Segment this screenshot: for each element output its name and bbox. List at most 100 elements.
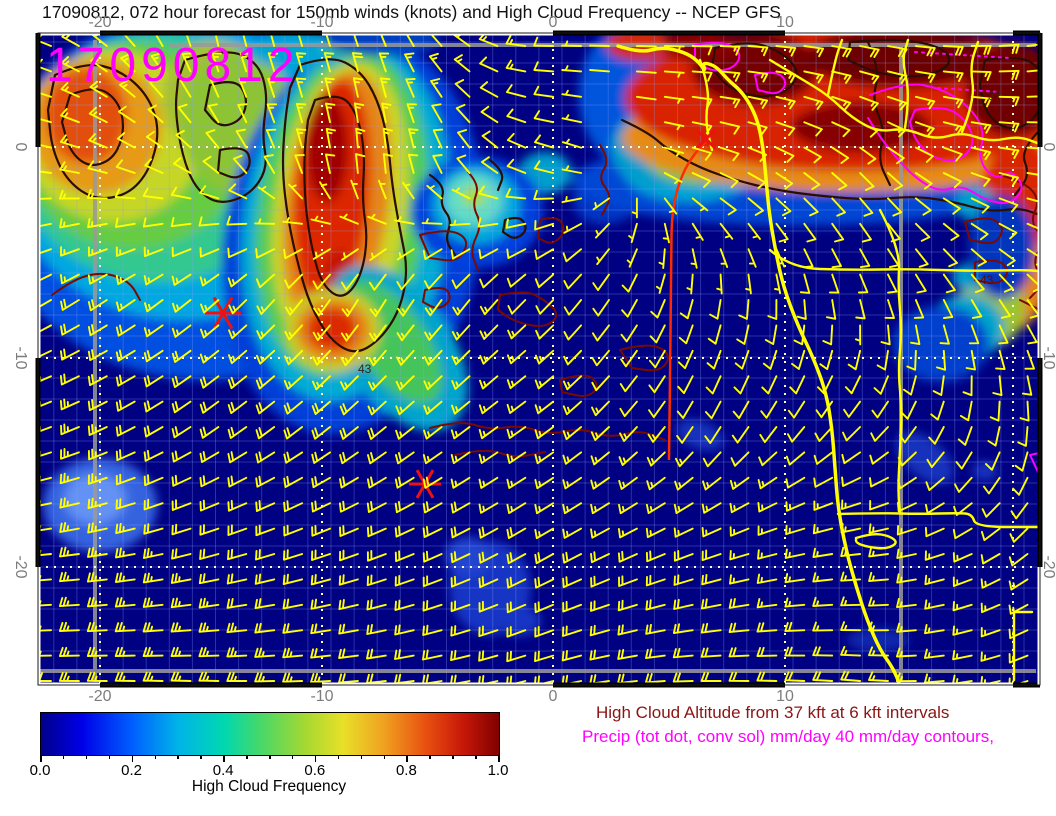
wind-barb bbox=[674, 476, 694, 491]
wind-barb bbox=[1026, 121, 1040, 124]
wind-barb bbox=[758, 451, 778, 467]
wind-barb bbox=[297, 33, 304, 47]
wind-barb bbox=[38, 299, 52, 309]
wind-barb bbox=[407, 153, 419, 174]
wind-barb bbox=[840, 645, 862, 657]
wind-barb bbox=[719, 222, 734, 240]
country-border bbox=[854, 532, 897, 550]
wind-barb bbox=[478, 551, 499, 564]
wind-barb bbox=[663, 45, 685, 52]
wind-barb bbox=[719, 197, 737, 216]
colorbar-tick bbox=[291, 756, 294, 759]
wind-barb bbox=[691, 95, 713, 108]
wind-barb bbox=[171, 299, 192, 313]
wind-barb bbox=[506, 248, 527, 259]
wind-barb bbox=[677, 349, 694, 370]
wind-barb bbox=[924, 599, 945, 610]
wind-barb bbox=[534, 400, 555, 415]
wind-barb bbox=[171, 474, 192, 487]
wind-barb bbox=[998, 95, 1020, 107]
wind-barb bbox=[869, 451, 889, 465]
wind-barb bbox=[170, 597, 192, 609]
wind-barb bbox=[596, 248, 610, 266]
wind-barb bbox=[198, 216, 220, 227]
wind-barb bbox=[339, 549, 359, 562]
wind-barb bbox=[198, 573, 220, 585]
country-border bbox=[826, 38, 844, 97]
wind-barb bbox=[590, 476, 610, 490]
wind-barb bbox=[959, 400, 973, 422]
wind-barb bbox=[58, 671, 80, 682]
wind-barb bbox=[38, 646, 52, 657]
wind-barb bbox=[691, 45, 713, 56]
wind-barb bbox=[394, 574, 415, 587]
wind-barb bbox=[787, 400, 806, 419]
wind-barb bbox=[533, 160, 555, 174]
wind-barb bbox=[311, 549, 331, 561]
wind-barb bbox=[38, 375, 52, 383]
wind-barb bbox=[859, 95, 879, 111]
wind-barb bbox=[785, 501, 806, 512]
wind-barb bbox=[563, 349, 583, 366]
wind-barb bbox=[785, 524, 806, 536]
wind-barb bbox=[970, 299, 983, 319]
wind-barb bbox=[171, 450, 192, 463]
wind-barb bbox=[406, 103, 417, 124]
wind-barb bbox=[59, 161, 80, 174]
wind-barb bbox=[227, 499, 248, 512]
wind-barb bbox=[283, 400, 304, 415]
wind-barb bbox=[38, 324, 52, 334]
wind-barb bbox=[405, 77, 416, 98]
wind-barb bbox=[887, 222, 901, 243]
wind-barb bbox=[339, 375, 359, 391]
red-track-line bbox=[667, 141, 707, 461]
wind-barb bbox=[313, 299, 331, 317]
wind-barb bbox=[812, 646, 834, 657]
wind-barb bbox=[479, 324, 499, 340]
wind-barb bbox=[626, 248, 638, 268]
wind-barb bbox=[970, 197, 990, 214]
wind-barb bbox=[480, 156, 499, 174]
wind-barb bbox=[87, 547, 108, 558]
wind-barb bbox=[562, 400, 583, 416]
wind-barb bbox=[295, 77, 307, 98]
wind-barb bbox=[394, 599, 415, 611]
wind-barb bbox=[143, 523, 164, 535]
wind-barb bbox=[478, 400, 499, 415]
wind-barb bbox=[635, 95, 657, 101]
wind-barb bbox=[59, 348, 80, 361]
wind-barb bbox=[942, 172, 962, 189]
wind-barb bbox=[924, 623, 945, 635]
wind-barb bbox=[868, 646, 889, 657]
wind-barb bbox=[115, 349, 136, 362]
wind-barb bbox=[369, 299, 387, 318]
wind-barb bbox=[395, 375, 415, 391]
wind-barb bbox=[719, 248, 729, 268]
wind-barb bbox=[896, 501, 917, 513]
wind-barb bbox=[648, 375, 666, 394]
wind-barb bbox=[255, 349, 276, 365]
wind-barb bbox=[478, 526, 499, 539]
wind-barb bbox=[673, 527, 694, 538]
wind-barb bbox=[341, 248, 359, 261]
wind-barb bbox=[534, 502, 555, 515]
wind-barb bbox=[114, 646, 136, 657]
wind-barb bbox=[1026, 222, 1040, 239]
wind-barb bbox=[962, 375, 973, 397]
wind-barb bbox=[282, 647, 304, 659]
wind-barb bbox=[594, 222, 610, 239]
wind-barb bbox=[563, 299, 583, 316]
wind-barb bbox=[910, 324, 921, 346]
wind-barb bbox=[379, 33, 387, 47]
wind-barb bbox=[254, 672, 276, 683]
wind-barb bbox=[366, 525, 387, 538]
wind-barb bbox=[506, 132, 527, 149]
wind-barb bbox=[143, 425, 164, 438]
wind-barb bbox=[367, 375, 387, 391]
wind-barb bbox=[631, 197, 638, 219]
wind-barb bbox=[38, 546, 52, 557]
wind-barb bbox=[255, 549, 276, 561]
wind-barb bbox=[729, 574, 750, 585]
wind-barb bbox=[970, 273, 985, 294]
wind-barb bbox=[507, 324, 527, 340]
